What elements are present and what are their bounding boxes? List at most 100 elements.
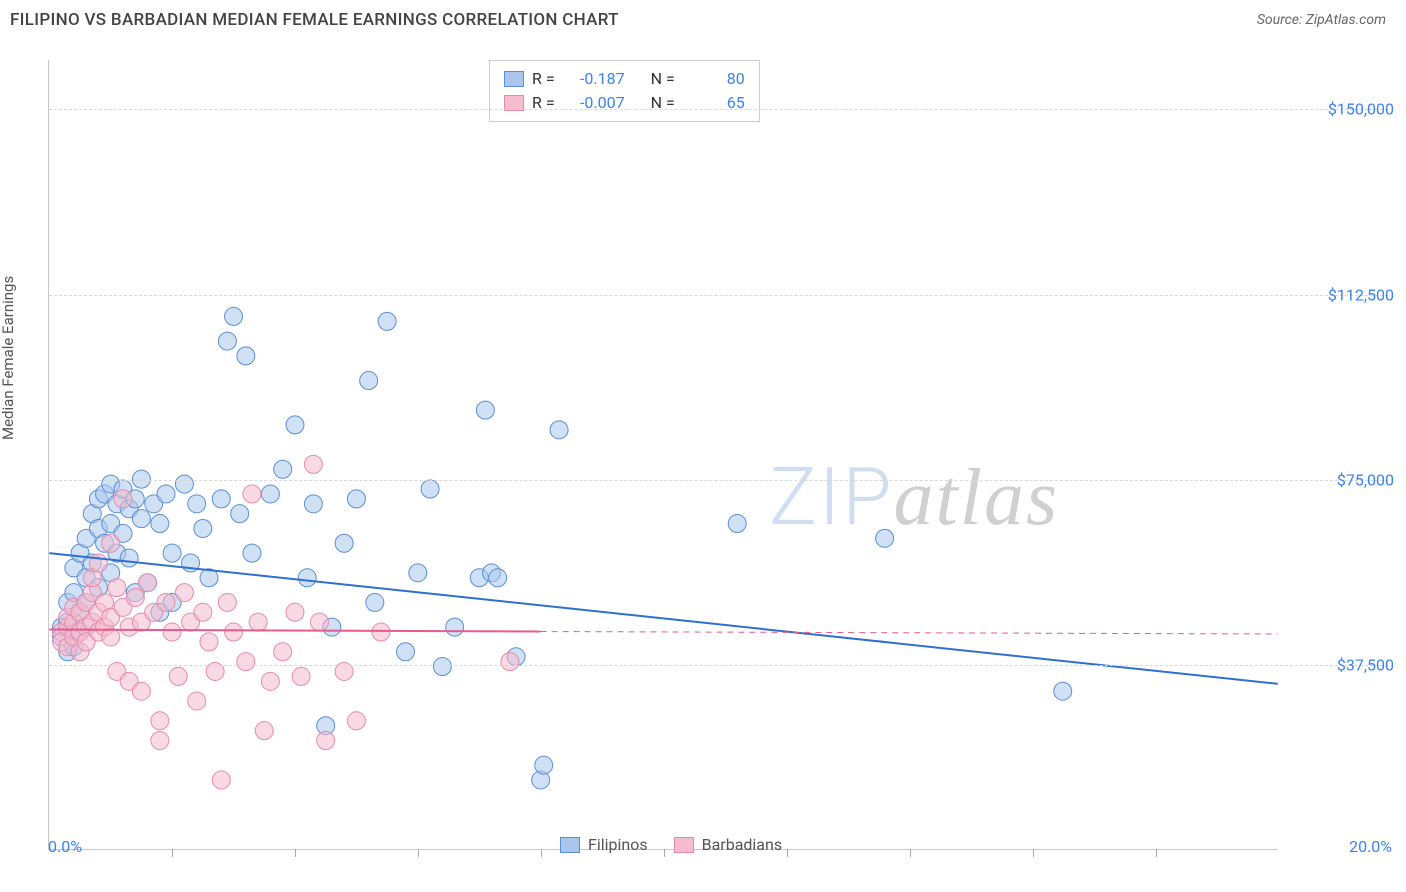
r-value-barbadians: -0.007 [563, 91, 625, 115]
data-point-filipinos [397, 643, 415, 661]
data-point-filipinos [157, 485, 175, 503]
data-point-barbadians [102, 534, 120, 552]
data-point-filipinos [132, 510, 150, 528]
data-point-barbadians [194, 603, 212, 621]
gridline [49, 109, 1388, 110]
chart-title: FILIPINO VS BARBADIAN MEDIAN FEMALE EARN… [10, 10, 619, 30]
data-point-filipinos [237, 347, 255, 365]
data-point-filipinos [489, 569, 507, 587]
data-point-barbadians [126, 589, 144, 607]
n-label: N = [651, 91, 675, 115]
data-point-barbadians [286, 603, 304, 621]
data-point-barbadians [311, 613, 329, 631]
data-point-filipinos [347, 490, 365, 508]
data-point-filipinos [1054, 682, 1072, 700]
data-point-barbadians [347, 712, 365, 730]
r-label: R = [532, 91, 555, 115]
data-point-barbadians [175, 584, 193, 602]
swatch-filipinos [560, 837, 580, 853]
data-point-filipinos [298, 569, 316, 587]
data-point-filipinos [550, 421, 568, 439]
data-point-barbadians [243, 485, 261, 503]
data-point-barbadians [151, 732, 169, 750]
stats-row-barbadians: R = -0.007 N = 65 [504, 91, 745, 115]
data-point-barbadians [249, 613, 267, 631]
data-point-filipinos [728, 515, 746, 533]
data-point-barbadians [151, 712, 169, 730]
r-value-filipinos: -0.187 [563, 67, 625, 91]
data-point-barbadians [132, 682, 150, 700]
data-point-filipinos [261, 485, 279, 503]
x-tick [172, 849, 173, 857]
data-point-filipinos [163, 544, 181, 562]
data-point-barbadians [169, 667, 187, 685]
y-tick-label: $37,500 [1337, 655, 1394, 674]
data-point-barbadians [139, 574, 157, 592]
x-tick [1156, 849, 1157, 857]
x-tick [787, 849, 788, 857]
data-point-filipinos [274, 460, 292, 478]
data-point-barbadians [163, 623, 181, 641]
data-point-barbadians [372, 623, 390, 641]
scatter-points [49, 60, 1278, 849]
y-tick-label: $112,500 [1328, 285, 1394, 304]
data-point-barbadians [255, 722, 273, 740]
data-point-barbadians [114, 490, 132, 508]
n-value-barbadians: 65 [683, 91, 745, 115]
data-point-barbadians [274, 643, 292, 661]
stats-legend-box: R = -0.187 N = 80 R = -0.007 N = 65 [489, 60, 760, 122]
r-label: R = [532, 67, 555, 91]
x-axis-min-label: 0.0% [48, 837, 82, 856]
data-point-barbadians [108, 579, 126, 597]
data-point-barbadians [157, 593, 175, 611]
data-point-filipinos [175, 475, 193, 493]
x-tick [541, 849, 542, 857]
data-point-barbadians [501, 653, 519, 671]
data-point-filipinos [535, 756, 553, 774]
x-tick [418, 849, 419, 857]
data-point-barbadians [237, 653, 255, 671]
data-point-filipinos [378, 312, 396, 330]
x-axis-max-label: 20.0% [1349, 837, 1392, 856]
data-point-filipinos [876, 529, 894, 547]
data-point-filipinos [231, 505, 249, 523]
data-point-barbadians [200, 633, 218, 651]
data-point-barbadians [317, 732, 335, 750]
source-name: ZipAtlas.com [1306, 12, 1386, 28]
trend-line [541, 632, 1278, 634]
legend-item-filipinos: Filipinos [560, 835, 648, 854]
data-point-filipinos [421, 480, 439, 498]
data-point-filipinos [188, 495, 206, 513]
swatch-filipinos [504, 71, 524, 87]
data-point-filipinos [151, 515, 169, 533]
swatch-barbadians [674, 837, 694, 853]
y-axis-label: Median Female Earnings [0, 276, 17, 440]
data-point-filipinos [446, 618, 464, 636]
bottom-legend: Filipinos Barbadians [560, 835, 782, 854]
stats-row-filipinos: R = -0.187 N = 80 [504, 67, 745, 91]
gridline [49, 665, 1388, 666]
data-point-filipinos [409, 564, 427, 582]
data-point-filipinos [225, 307, 243, 325]
data-point-barbadians [225, 623, 243, 641]
source-attribution: Source: ZipAtlas.com [1257, 12, 1386, 28]
data-point-barbadians [304, 455, 322, 473]
data-point-filipinos [120, 549, 138, 567]
data-point-filipinos [335, 534, 353, 552]
data-point-barbadians [188, 692, 206, 710]
data-point-filipinos [286, 416, 304, 434]
data-point-barbadians [261, 672, 279, 690]
data-point-barbadians [218, 593, 236, 611]
gridline [49, 480, 1388, 481]
x-tick [1033, 849, 1034, 857]
legend-item-barbadians: Barbadians [674, 835, 783, 854]
data-point-barbadians [212, 771, 230, 789]
y-tick-label: $150,000 [1328, 100, 1394, 119]
data-point-filipinos [218, 332, 236, 350]
data-point-filipinos [433, 658, 451, 676]
source-prefix: Source: [1257, 12, 1306, 28]
y-tick-label: $75,000 [1337, 470, 1394, 489]
x-tick [295, 849, 296, 857]
data-point-filipinos [194, 519, 212, 537]
data-point-filipinos [476, 401, 494, 419]
